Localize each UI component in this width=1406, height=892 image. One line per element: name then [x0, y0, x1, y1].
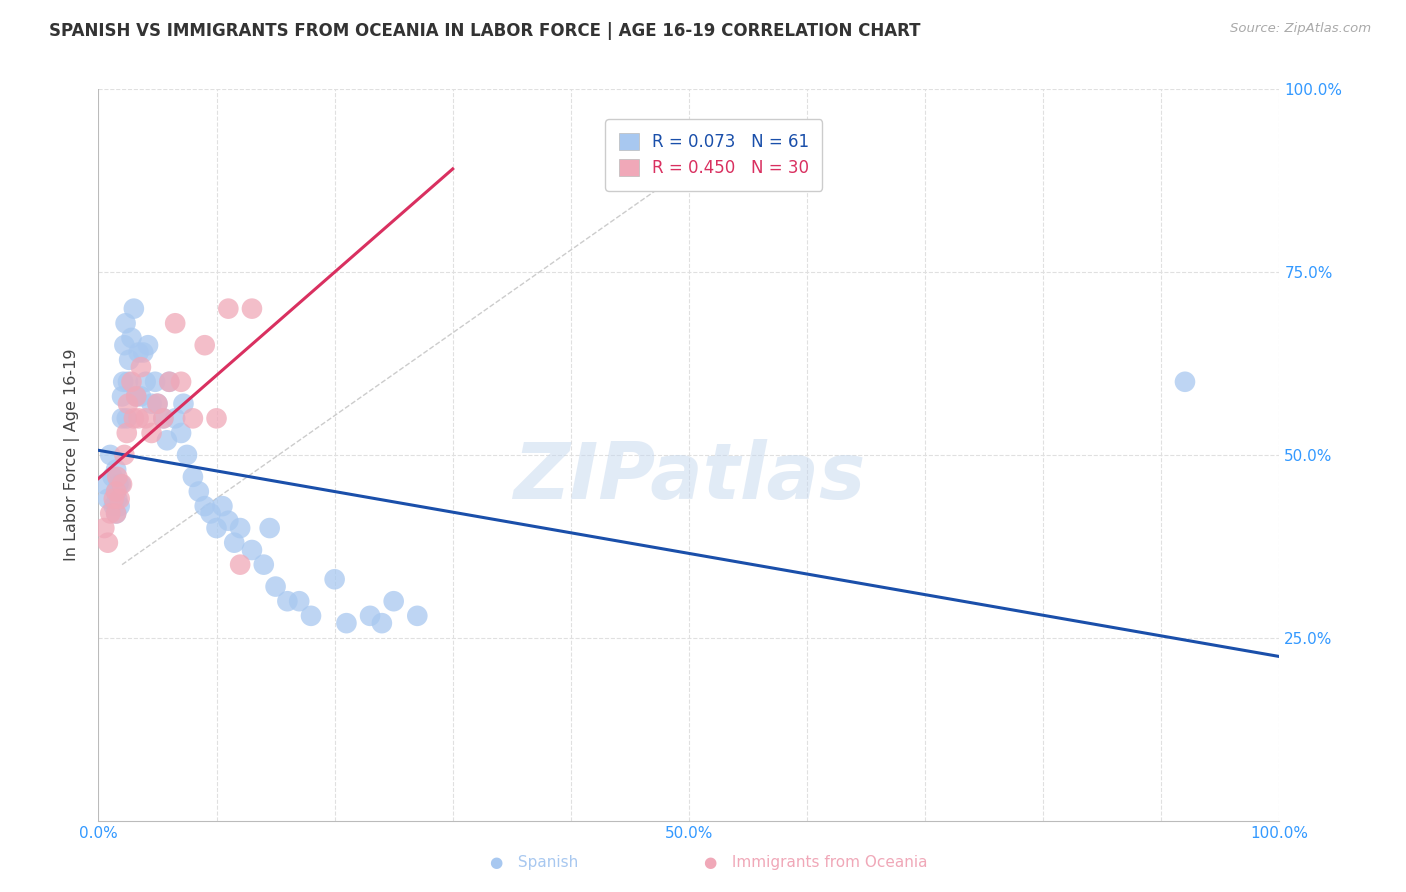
Point — [121, 375, 143, 389]
Point — [299, 608, 322, 623]
Point — [103, 491, 125, 506]
Point — [129, 360, 152, 375]
Point — [105, 507, 128, 521]
Point — [115, 411, 138, 425]
Y-axis label: In Labor Force | Age 16-19: In Labor Force | Age 16-19 — [63, 349, 80, 561]
Legend: R = 0.073   N = 61, R = 0.450   N = 30: R = 0.073 N = 61, R = 0.450 N = 30 — [605, 120, 823, 191]
Point — [128, 411, 150, 425]
Point — [146, 397, 169, 411]
Point — [211, 499, 233, 513]
Text: SPANISH VS IMMIGRANTS FROM OCEANIA IN LABOR FORCE | AGE 16-19 CORRELATION CHART: SPANISH VS IMMIGRANTS FROM OCEANIA IN LA… — [49, 22, 921, 40]
Point — [157, 375, 180, 389]
Point — [136, 338, 159, 352]
Point — [108, 499, 131, 513]
Text: ●   Spanish: ● Spanish — [491, 855, 578, 870]
Point — [118, 352, 141, 367]
Point — [101, 470, 124, 484]
Point — [93, 477, 115, 491]
Point — [205, 521, 228, 535]
Point — [117, 375, 139, 389]
Point — [105, 491, 128, 506]
Point — [135, 375, 157, 389]
Point — [264, 580, 287, 594]
Point — [121, 331, 143, 345]
Point — [97, 491, 120, 506]
Point — [129, 389, 152, 403]
Point — [253, 558, 276, 572]
Point — [97, 535, 120, 549]
Point — [406, 608, 429, 623]
Point — [105, 484, 128, 499]
Point — [110, 477, 132, 491]
Point — [112, 375, 135, 389]
Point — [205, 411, 228, 425]
Point — [181, 411, 204, 425]
Point — [98, 448, 121, 462]
Point — [194, 499, 217, 513]
Point — [152, 411, 174, 425]
Point — [135, 411, 157, 425]
Point — [141, 425, 163, 440]
Point — [141, 397, 163, 411]
Point — [132, 345, 155, 359]
Point — [112, 338, 135, 352]
Point — [111, 477, 134, 491]
Point — [107, 477, 129, 491]
Point — [217, 514, 239, 528]
Point — [112, 448, 135, 462]
Point — [165, 411, 187, 425]
Text: ZIPatlas: ZIPatlas — [513, 439, 865, 515]
Point — [165, 316, 187, 330]
Point — [125, 389, 148, 403]
Point — [288, 594, 311, 608]
Point — [111, 411, 134, 425]
Point — [170, 375, 193, 389]
Point — [172, 397, 194, 411]
Point — [156, 434, 179, 448]
Point — [128, 345, 150, 359]
Point — [125, 389, 148, 403]
Point — [98, 507, 121, 521]
Point — [105, 462, 128, 476]
Point — [105, 507, 128, 521]
Point — [259, 521, 281, 535]
Point — [229, 521, 252, 535]
Point — [217, 301, 239, 316]
Point — [146, 397, 169, 411]
Point — [115, 425, 138, 440]
Point — [224, 535, 246, 549]
Point — [93, 521, 115, 535]
Point — [111, 389, 134, 403]
Point — [240, 301, 263, 316]
Text: Source: ZipAtlas.com: Source: ZipAtlas.com — [1230, 22, 1371, 36]
Point — [176, 448, 198, 462]
Point — [143, 375, 166, 389]
Point — [105, 484, 128, 499]
Point — [114, 316, 136, 330]
Point — [181, 470, 204, 484]
Point — [117, 397, 139, 411]
Point — [103, 499, 125, 513]
Point — [382, 594, 405, 608]
Point — [170, 425, 193, 440]
Point — [371, 616, 394, 631]
Point — [157, 375, 180, 389]
Point — [359, 608, 381, 623]
Point — [122, 301, 145, 316]
Point — [108, 491, 131, 506]
Point — [200, 507, 222, 521]
Point — [194, 338, 217, 352]
Text: ●   Immigrants from Oceania: ● Immigrants from Oceania — [704, 855, 927, 870]
Point — [229, 558, 252, 572]
Point — [276, 594, 298, 608]
Point — [1174, 375, 1197, 389]
Point — [122, 411, 145, 425]
Point — [152, 411, 174, 425]
Point — [335, 616, 357, 631]
Point — [187, 484, 209, 499]
Point — [105, 470, 128, 484]
Point — [240, 543, 263, 558]
Point — [323, 572, 346, 586]
